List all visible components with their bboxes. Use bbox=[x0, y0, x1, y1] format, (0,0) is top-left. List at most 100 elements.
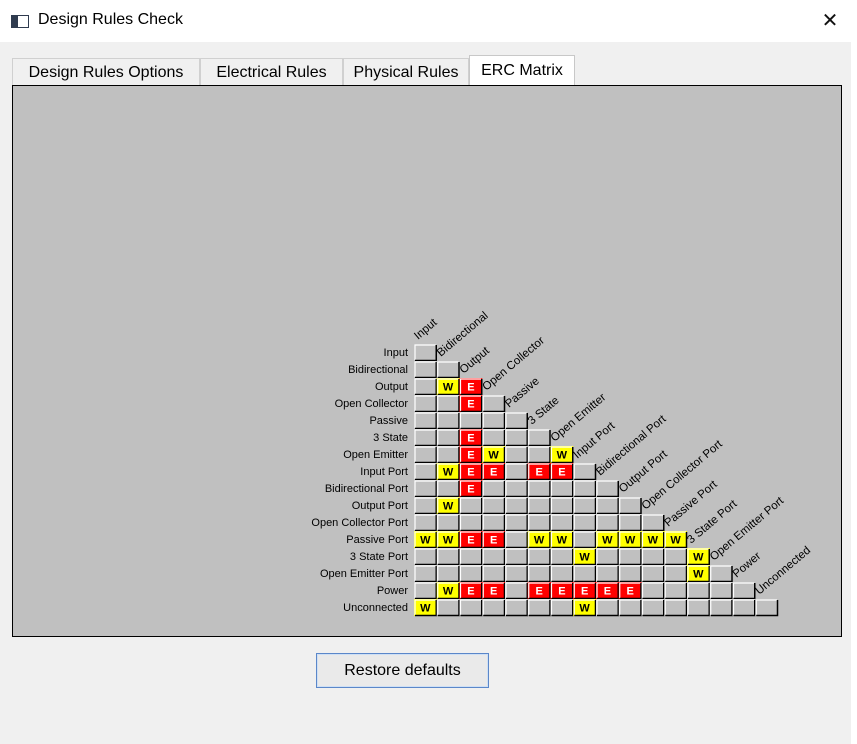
matrix-cell[interactable]: W bbox=[550, 446, 574, 464]
matrix-cell[interactable]: W bbox=[550, 531, 574, 549]
matrix-cell[interactable] bbox=[573, 497, 597, 515]
matrix-cell[interactable] bbox=[641, 565, 665, 583]
matrix-cell[interactable] bbox=[550, 480, 574, 498]
matrix-cell[interactable] bbox=[641, 582, 665, 600]
matrix-cell[interactable]: E bbox=[459, 378, 483, 396]
matrix-cell[interactable] bbox=[505, 429, 528, 447]
matrix-cell[interactable] bbox=[709, 565, 733, 583]
matrix-cell[interactable]: W bbox=[664, 531, 688, 549]
matrix-cell[interactable]: E bbox=[482, 582, 506, 600]
matrix-cell[interactable] bbox=[482, 548, 506, 566]
matrix-cell[interactable] bbox=[664, 599, 688, 617]
matrix-cell[interactable] bbox=[414, 412, 437, 430]
matrix-cell[interactable] bbox=[459, 599, 483, 617]
matrix-cell[interactable] bbox=[618, 565, 642, 583]
matrix-cell[interactable] bbox=[573, 463, 597, 481]
matrix-cell[interactable] bbox=[414, 361, 437, 379]
matrix-cell[interactable] bbox=[414, 463, 437, 481]
matrix-cell[interactable] bbox=[436, 565, 460, 583]
matrix-cell[interactable]: W bbox=[596, 531, 619, 549]
tab-electrical-rules[interactable]: Electrical Rules bbox=[200, 58, 343, 85]
matrix-cell[interactable]: E bbox=[527, 582, 551, 600]
matrix-cell[interactable]: W bbox=[436, 531, 460, 549]
matrix-cell[interactable]: W bbox=[527, 531, 551, 549]
matrix-cell[interactable] bbox=[505, 582, 528, 600]
matrix-cell[interactable] bbox=[550, 548, 574, 566]
matrix-cell[interactable] bbox=[414, 429, 437, 447]
matrix-cell[interactable] bbox=[505, 412, 528, 430]
matrix-cell[interactable] bbox=[641, 514, 665, 532]
matrix-cell[interactable] bbox=[709, 582, 733, 600]
matrix-cell[interactable]: W bbox=[436, 378, 460, 396]
matrix-cell[interactable] bbox=[505, 531, 528, 549]
matrix-cell[interactable] bbox=[527, 480, 551, 498]
matrix-cell[interactable]: W bbox=[436, 497, 460, 515]
matrix-cell[interactable] bbox=[505, 497, 528, 515]
matrix-cell[interactable] bbox=[482, 514, 506, 532]
matrix-cell[interactable] bbox=[436, 514, 460, 532]
matrix-cell[interactable] bbox=[596, 548, 619, 566]
matrix-cell[interactable] bbox=[436, 395, 460, 413]
matrix-cell[interactable] bbox=[459, 514, 483, 532]
matrix-cell[interactable]: E bbox=[459, 531, 483, 549]
matrix-cell[interactable] bbox=[505, 599, 528, 617]
matrix-cell[interactable] bbox=[596, 514, 619, 532]
matrix-cell[interactable]: W bbox=[573, 548, 597, 566]
matrix-cell[interactable]: E bbox=[459, 463, 483, 481]
matrix-cell[interactable] bbox=[414, 582, 437, 600]
matrix-cell[interactable] bbox=[482, 497, 506, 515]
matrix-cell[interactable] bbox=[482, 429, 506, 447]
matrix-cell[interactable] bbox=[459, 565, 483, 583]
matrix-cell[interactable] bbox=[414, 446, 437, 464]
matrix-cell[interactable] bbox=[527, 429, 551, 447]
matrix-cell[interactable]: E bbox=[618, 582, 642, 600]
matrix-cell[interactable] bbox=[414, 378, 437, 396]
matrix-cell[interactable] bbox=[527, 548, 551, 566]
matrix-cell[interactable]: W bbox=[687, 548, 710, 566]
matrix-cell[interactable] bbox=[436, 599, 460, 617]
matrix-cell[interactable] bbox=[505, 446, 528, 464]
matrix-cell[interactable]: E bbox=[459, 480, 483, 498]
restore-defaults-button[interactable]: Restore defaults bbox=[316, 653, 489, 688]
matrix-cell[interactable] bbox=[482, 599, 506, 617]
close-icon[interactable]: ✕ bbox=[821, 10, 839, 32]
matrix-cell[interactable] bbox=[414, 344, 437, 362]
matrix-cell[interactable]: E bbox=[459, 429, 483, 447]
matrix-cell[interactable] bbox=[505, 548, 528, 566]
matrix-cell[interactable] bbox=[482, 565, 506, 583]
matrix-cell[interactable] bbox=[527, 599, 551, 617]
matrix-cell[interactable] bbox=[414, 480, 437, 498]
matrix-cell[interactable] bbox=[436, 548, 460, 566]
matrix-cell[interactable] bbox=[641, 548, 665, 566]
matrix-cell[interactable] bbox=[573, 480, 597, 498]
matrix-cell[interactable] bbox=[459, 497, 483, 515]
matrix-cell[interactable] bbox=[482, 412, 506, 430]
matrix-cell[interactable] bbox=[414, 395, 437, 413]
tab-physical-rules[interactable]: Physical Rules bbox=[343, 58, 469, 85]
matrix-cell[interactable]: E bbox=[550, 582, 574, 600]
matrix-cell[interactable] bbox=[596, 565, 619, 583]
matrix-cell[interactable] bbox=[573, 565, 597, 583]
matrix-cell[interactable] bbox=[414, 497, 437, 515]
matrix-cell[interactable] bbox=[505, 480, 528, 498]
matrix-cell[interactable] bbox=[596, 599, 619, 617]
matrix-cell[interactable] bbox=[505, 514, 528, 532]
matrix-cell[interactable]: W bbox=[414, 599, 437, 617]
matrix-cell[interactable] bbox=[505, 565, 528, 583]
matrix-cell[interactable] bbox=[550, 599, 574, 617]
matrix-cell[interactable] bbox=[687, 582, 710, 600]
matrix-cell[interactable] bbox=[755, 599, 779, 617]
matrix-cell[interactable]: W bbox=[414, 531, 437, 549]
matrix-cell[interactable] bbox=[527, 565, 551, 583]
matrix-cell[interactable]: W bbox=[618, 531, 642, 549]
matrix-cell[interactable] bbox=[618, 514, 642, 532]
matrix-cell[interactable] bbox=[482, 395, 506, 413]
matrix-cell[interactable] bbox=[550, 565, 574, 583]
matrix-cell[interactable] bbox=[459, 548, 483, 566]
matrix-cell[interactable]: E bbox=[459, 446, 483, 464]
matrix-cell[interactable] bbox=[664, 548, 688, 566]
matrix-cell[interactable]: E bbox=[459, 582, 483, 600]
matrix-cell[interactable] bbox=[687, 599, 710, 617]
matrix-cell[interactable] bbox=[573, 531, 597, 549]
matrix-cell[interactable] bbox=[573, 514, 597, 532]
